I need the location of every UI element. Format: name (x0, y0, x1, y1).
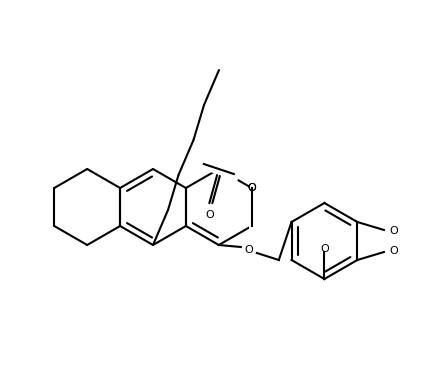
Text: O: O (320, 244, 329, 254)
Text: O: O (244, 245, 253, 255)
Text: O: O (390, 226, 398, 236)
Text: O: O (247, 183, 256, 193)
Text: O: O (390, 246, 398, 256)
Text: O: O (205, 210, 214, 220)
Text: O: O (247, 183, 256, 193)
